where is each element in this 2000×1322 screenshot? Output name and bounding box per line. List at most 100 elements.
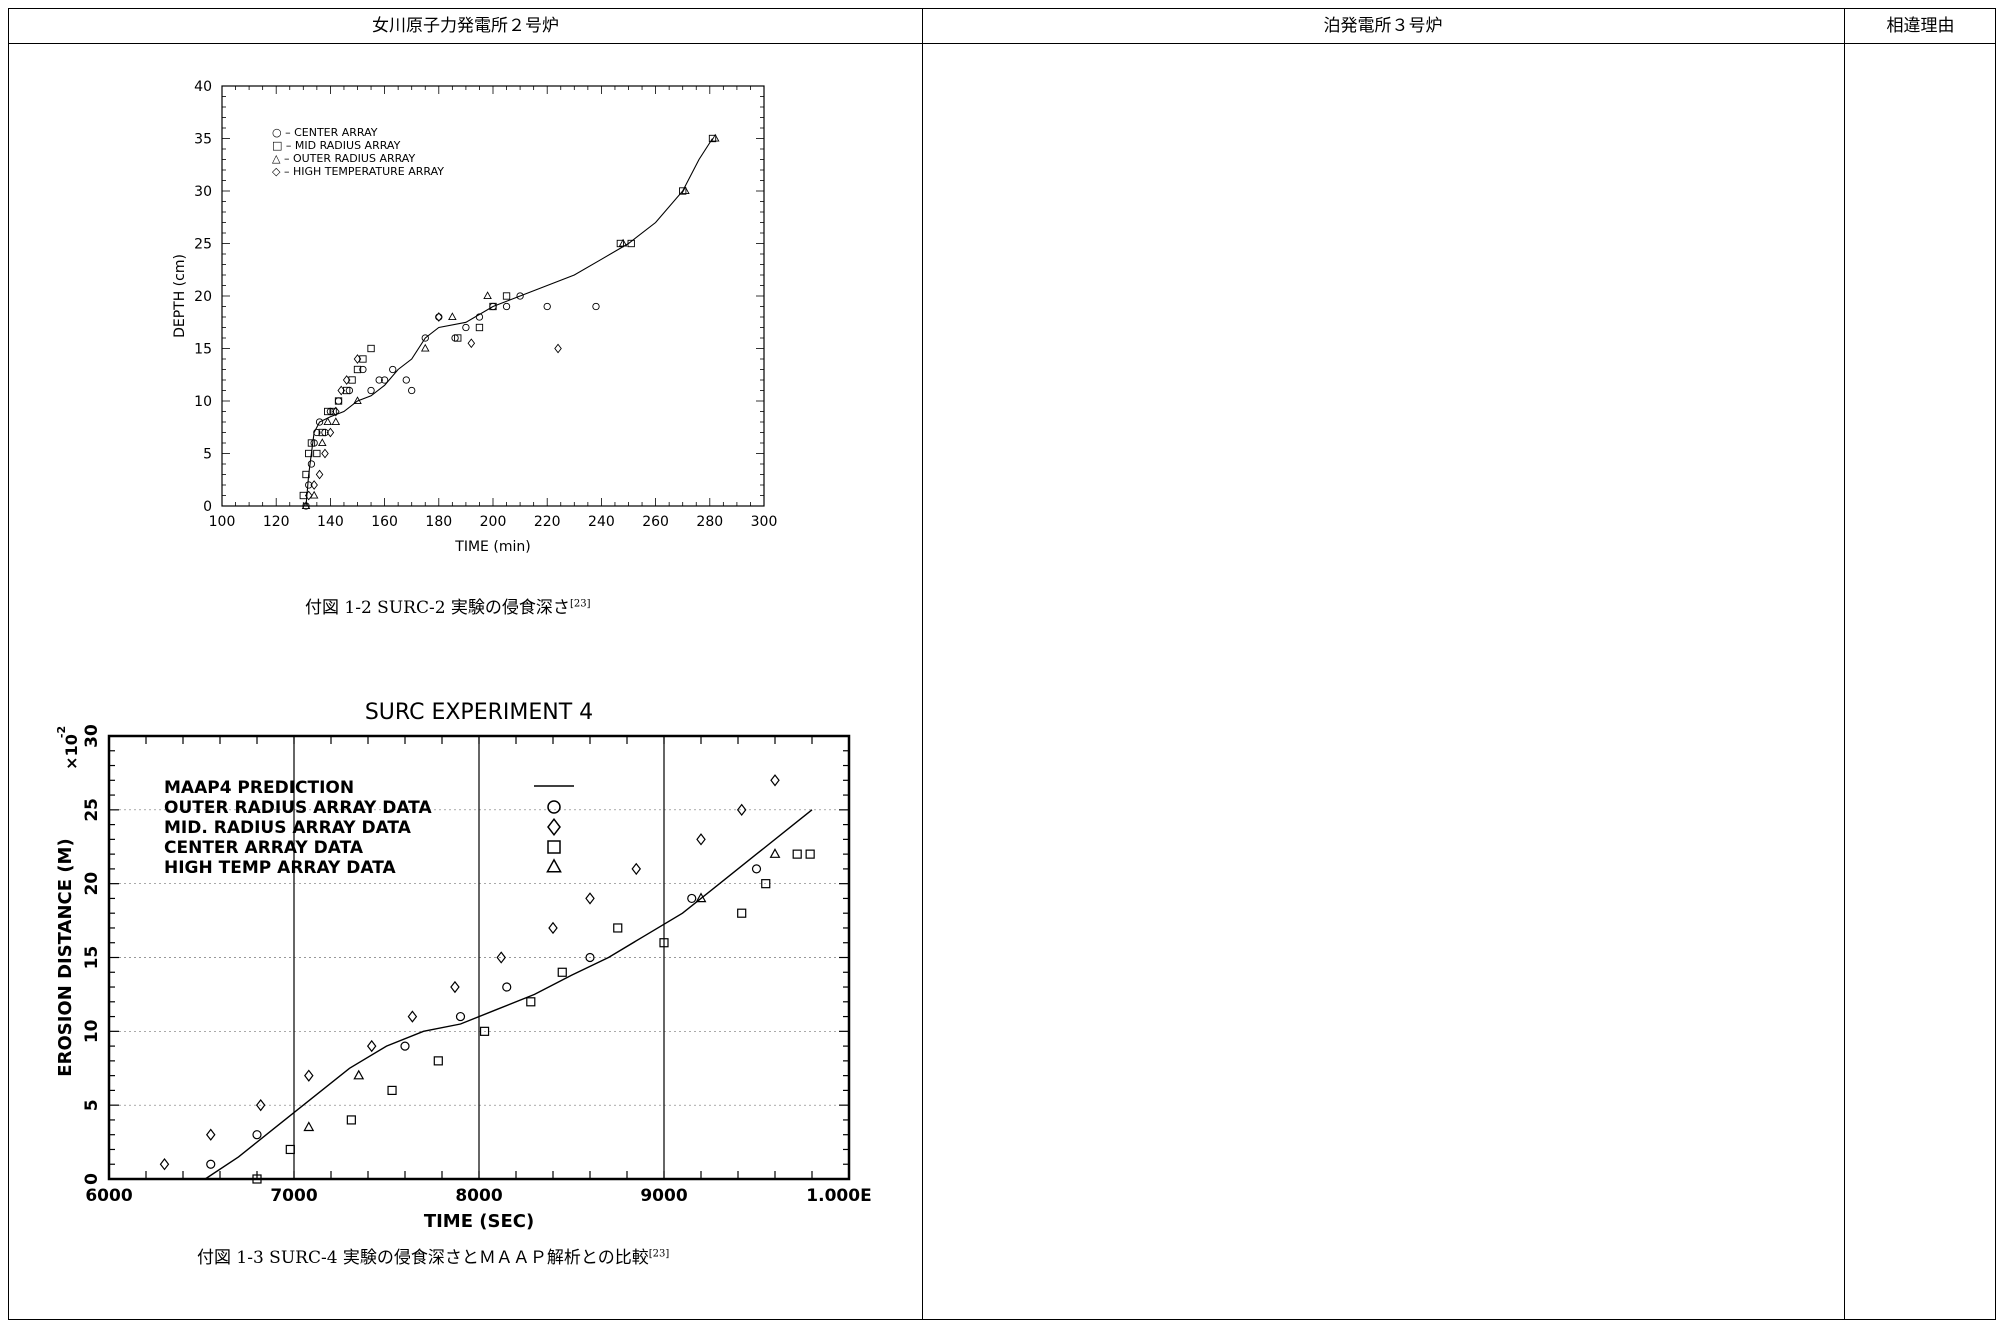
data-point-triangle [546, 858, 562, 873]
x-axis-label: TIME (min) [454, 539, 530, 555]
y-tick-label: 5 [82, 1099, 102, 1111]
comparison-table: 女川原子力発電所２号炉 泊発電所３号炉 相違理由 100 120 140 160 180… [8, 8, 1996, 1320]
data-point-diamond [770, 774, 780, 787]
data-point-circle [592, 302, 600, 311]
data-point-circle [455, 1011, 466, 1022]
legend-entry: HIGH TEMP ARRAY DATA [164, 858, 396, 878]
x-tick-label: 300 [751, 514, 778, 530]
data-point-triangle [618, 238, 628, 247]
data-point-square [547, 840, 561, 854]
y-tick-label: 30 [194, 184, 212, 200]
data-point-diamond [315, 469, 324, 480]
data-point-square [346, 1115, 356, 1125]
y-tick-label: 0 [82, 1173, 102, 1185]
data-point-circle [367, 386, 375, 395]
legend-entry: CENTER ARRAY DATA [164, 838, 364, 858]
maap4-prediction-curve [204, 809, 813, 1180]
surc4-erosion-maap-chart: SURC EXPERIMENT 4 6000 7000 8000 9000 1.000E 0… [55, 700, 872, 1232]
x-tick-label: 280 [696, 514, 723, 530]
y-axis-label: EROSION DISTANCE (M) [55, 838, 76, 1076]
data-point-circle [307, 460, 316, 468]
header-tomari: 泊発電所３号炉 [1323, 16, 1443, 36]
y-tick-label: 10 [82, 1019, 102, 1043]
data-point-circle [206, 1159, 216, 1169]
column-divider [922, 9, 923, 1319]
top-strip [0, 0, 2000, 8]
data-point-square [502, 292, 511, 300]
data-point-circle [310, 439, 318, 447]
data-point-square [302, 470, 310, 479]
data-point-diamond [631, 862, 642, 876]
chart-title: SURC EXPERIMENT 4 [365, 700, 593, 725]
data-point-diamond [547, 817, 561, 837]
data-point-square [367, 344, 375, 353]
header-onagawa: 女川原子力発電所２号炉 [372, 16, 559, 36]
x-tick-label: 140 [317, 514, 344, 530]
y-tick-label: 25 [82, 798, 102, 822]
data-point-square [627, 239, 635, 248]
data-point-circle [252, 1130, 262, 1140]
data-point-diamond [585, 892, 595, 905]
data-point-diamond [450, 980, 460, 994]
data-point-square [387, 1085, 397, 1095]
data-point-diamond [342, 375, 351, 385]
x-tick-label: 220 [534, 514, 561, 530]
data-point-square [613, 923, 623, 933]
data-point-square [285, 1144, 295, 1155]
legend-entry: ◇ – HIGH TEMPERATURE ARRAY [272, 165, 444, 178]
data-point-diamond [205, 1128, 216, 1141]
data-point-circle [389, 365, 397, 374]
legend-entry: MAAP4 PREDICTION [164, 778, 354, 798]
header-reason: 相違理由 [1886, 16, 1955, 36]
data-point-triangle [695, 892, 707, 903]
data-point-triangle [353, 1069, 365, 1080]
data-point-diamond [554, 343, 562, 354]
data-point-circle [516, 292, 524, 300]
prediction-curve [305, 138, 713, 507]
data-point-triangle [420, 343, 430, 352]
data-point-circle [359, 365, 367, 374]
surc2-erosion-depth-chart: 100 120 140 160 180 200 220 240 260 280 300 0 5 10 15 2… [172, 79, 778, 555]
data-point-square [252, 1174, 262, 1184]
y-tick-label: 5 [203, 447, 212, 463]
data-point-square [792, 849, 802, 859]
data-point-diamond [366, 1039, 377, 1053]
x-tick-label: 260 [642, 514, 669, 530]
data-point-diamond [321, 448, 329, 459]
x-tick-label: 6000 [85, 1186, 132, 1206]
data-point-circle [543, 302, 551, 311]
data-point-diamond [337, 385, 346, 396]
data-point-square [659, 938, 669, 948]
data-point-diamond [467, 338, 476, 349]
data-point-circle [475, 313, 484, 321]
y-tick-label: 35 [194, 132, 212, 148]
x-tick-label: 240 [588, 514, 615, 530]
x-tick-label: 160 [371, 514, 398, 530]
data-point-circle [585, 952, 595, 963]
data-point-triangle [353, 396, 362, 405]
data-point-square [479, 1026, 490, 1036]
caption-ref: [23] [648, 1248, 670, 1260]
y-scale-exponent: -2 [55, 726, 68, 738]
x-tick-label: 180 [425, 514, 452, 530]
data-point-diamond [548, 921, 558, 935]
data-point-diamond [255, 1098, 266, 1112]
data-point-square [329, 407, 337, 416]
y-tick-label: 25 [194, 237, 212, 253]
data-point-diamond [159, 1158, 170, 1171]
data-point-circle [421, 334, 429, 342]
legend-entry: △ – OUTER RADIUS ARRAY [272, 152, 415, 165]
data-point-square [359, 355, 367, 363]
data-point-square [433, 1056, 443, 1066]
data-point-triangle [317, 438, 327, 447]
data-point-triangle [303, 1121, 315, 1132]
x-tick-label: 100 [209, 514, 236, 530]
y-tick-label: 15 [82, 946, 102, 970]
table-header-row: 女川原子力発電所２号炉 泊発電所３号炉 相違理由 [9, 9, 1995, 44]
data-point-circle [345, 386, 354, 395]
data-point-circle [751, 864, 762, 874]
data-point-square [334, 397, 343, 405]
caption-text: 付図 1-2 SURC-2 実験の侵食深さ [305, 598, 570, 618]
legend-entry: OUTER RADIUS ARRAY DATA [164, 798, 432, 818]
y-tick-label: 30 [82, 724, 102, 748]
